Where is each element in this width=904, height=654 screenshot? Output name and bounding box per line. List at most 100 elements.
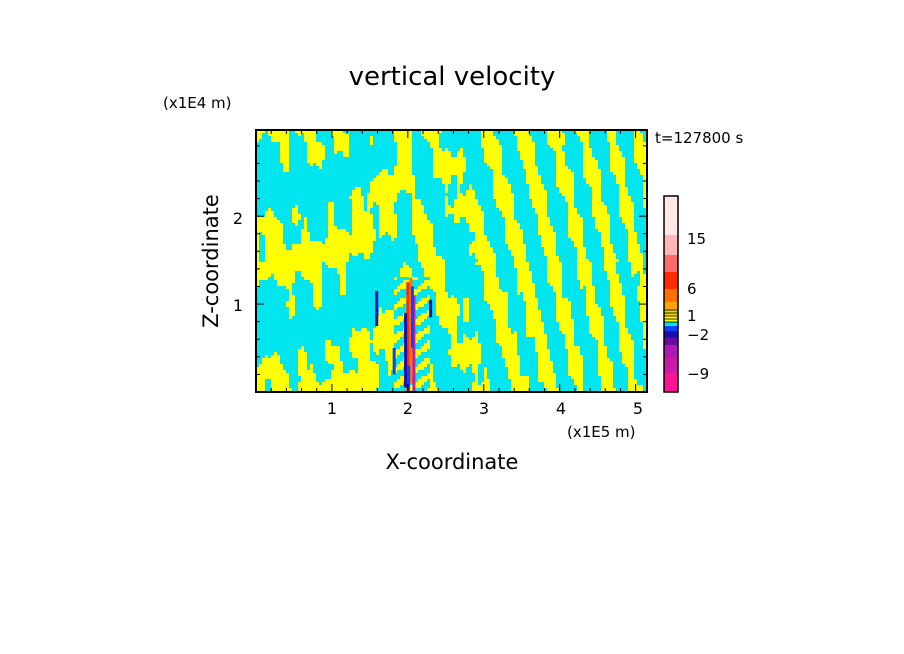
positive-region: [598, 355, 607, 358]
positive-region: [619, 328, 628, 331]
positive-region: [517, 277, 532, 280]
positive-region: [367, 193, 397, 196]
positive-region: [304, 277, 322, 280]
positive-region: [340, 274, 346, 277]
positive-region: [427, 340, 430, 343]
positive-region: [427, 325, 430, 328]
positive-region: [589, 316, 604, 319]
positive-region: [589, 322, 604, 325]
positive-region: [265, 247, 286, 250]
positive-region: [553, 286, 562, 289]
positive-region: [505, 241, 523, 244]
positive-region: [373, 178, 415, 181]
positive-region: [454, 202, 478, 205]
positive-region: [433, 148, 442, 151]
positive-region: [292, 217, 301, 220]
positive-region: [484, 274, 496, 277]
positive-region: [475, 238, 487, 241]
positive-region: [583, 154, 592, 157]
positive-region: [379, 229, 397, 232]
positive-region: [280, 151, 289, 154]
positive-region: [376, 325, 394, 328]
positive-region: [271, 388, 292, 391]
positive-region: [547, 139, 565, 142]
positive-region: [334, 364, 343, 367]
positive-region: [634, 133, 643, 136]
positive-region: [571, 376, 583, 379]
positive-region: [577, 271, 592, 274]
positive-region: [547, 271, 562, 274]
positive-region: [475, 331, 478, 334]
positive-region: [607, 139, 616, 142]
positive-region: [298, 358, 307, 361]
positive-region: [334, 151, 337, 154]
positive-region: [370, 142, 373, 145]
positive-region: [634, 154, 647, 157]
positive-region: [370, 190, 400, 193]
x-tick-label-3: 3: [479, 399, 489, 418]
positive-region: [412, 202, 421, 205]
positive-region: [628, 373, 634, 376]
positive-region: [496, 322, 508, 325]
positive-region: [493, 181, 508, 184]
positive-region: [547, 388, 559, 391]
positive-region: [610, 157, 625, 160]
positive-region: [286, 301, 295, 304]
positive-region: [352, 211, 370, 214]
positive-region: [430, 145, 439, 148]
positive-region: [568, 226, 583, 229]
positive-region: [616, 319, 625, 322]
positive-region: [451, 358, 481, 361]
positive-region: [406, 388, 415, 391]
positive-region: [586, 313, 601, 316]
positive-region: [418, 244, 433, 247]
positive-region: [445, 148, 448, 151]
positive-region: [352, 190, 361, 193]
positive-region: [379, 223, 397, 226]
positive-region: [619, 199, 631, 202]
positive-region: [289, 292, 292, 295]
positive-region: [535, 211, 547, 214]
positive-region: [307, 151, 325, 154]
positive-region: [325, 238, 376, 241]
positive-region: [271, 382, 289, 385]
positive-region: [604, 256, 616, 259]
positive-region: [445, 202, 448, 205]
positive-region: [256, 253, 259, 256]
positive-region: [415, 304, 424, 307]
positive-region: [613, 310, 625, 313]
positive-region: [298, 367, 307, 370]
positive-region: [610, 295, 625, 298]
positive-region: [583, 169, 601, 172]
positive-region: [481, 145, 502, 148]
positive-region: [481, 265, 496, 268]
positive-region: [352, 334, 370, 337]
positive-region: [592, 193, 601, 196]
positive-region: [586, 298, 595, 301]
positive-region: [475, 256, 496, 259]
positive-region: [586, 178, 601, 181]
positive-region: [547, 130, 562, 133]
positive-region: [472, 370, 478, 373]
positive-region: [331, 370, 343, 373]
positive-region: [505, 226, 520, 229]
positive-region: [634, 148, 647, 151]
positive-region: [463, 304, 469, 307]
positive-region: [601, 385, 613, 388]
positive-region: [256, 139, 259, 142]
positive-region: [334, 136, 349, 139]
positive-region: [403, 280, 412, 283]
positive-region: [394, 136, 412, 139]
positive-region: [472, 367, 478, 370]
positive-region: [607, 274, 619, 277]
positive-region: [556, 169, 571, 172]
positive-region: [625, 364, 634, 367]
positive-region: [496, 337, 517, 340]
positive-region: [526, 322, 544, 325]
positive-region: [601, 244, 613, 247]
positive-region: [268, 130, 289, 133]
positive-region: [265, 253, 349, 256]
positive-region: [433, 160, 466, 163]
positive-region: [643, 181, 647, 184]
velocity-field: [256, 130, 647, 392]
